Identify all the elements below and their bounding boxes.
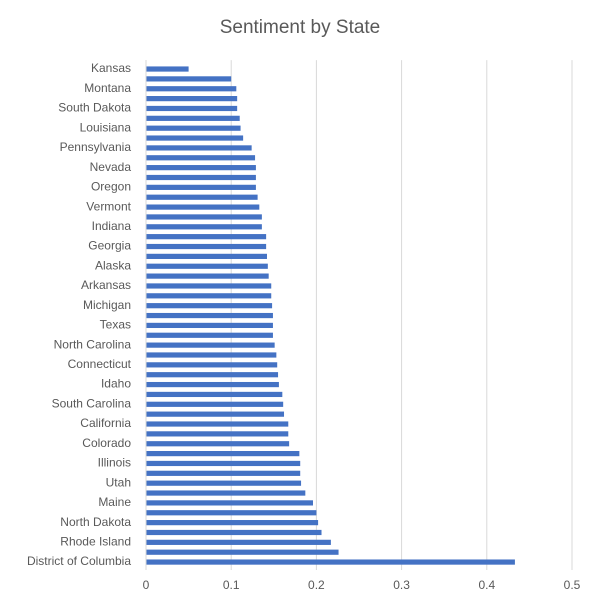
bar	[146, 214, 262, 220]
bar	[146, 460, 301, 467]
x-tick-label: 0.1	[223, 578, 240, 592]
y-tick-label: North Carolina	[54, 337, 132, 351]
y-tick-label: Nevada	[90, 160, 132, 174]
bar	[146, 263, 268, 269]
x-tick-label: 0.4	[478, 578, 495, 592]
bar	[146, 470, 301, 476]
bar	[146, 381, 279, 388]
bar	[146, 451, 300, 457]
bar	[146, 431, 289, 437]
y-tick-label: Pennsylvania	[60, 140, 132, 154]
bar	[146, 303, 273, 309]
bar	[146, 253, 267, 259]
chart-title: Sentiment by State	[220, 17, 381, 38]
bar	[146, 194, 258, 200]
y-tick-label: Montana	[84, 81, 131, 95]
y-tick-label: South Dakota	[58, 101, 131, 115]
bar	[146, 559, 515, 565]
y-tick-label: Colorado	[82, 436, 131, 450]
bar	[146, 510, 317, 516]
y-tick-label: District of Columbia	[27, 554, 131, 568]
bar	[146, 234, 267, 240]
y-tick-label: Oregon	[91, 180, 131, 194]
bar	[146, 145, 252, 151]
bar	[146, 105, 238, 112]
y-tick-label: Kansas	[91, 61, 131, 75]
y-tick-label: South Carolina	[52, 396, 132, 410]
bar	[146, 372, 279, 378]
y-tick-label: California	[80, 416, 131, 430]
bar	[146, 520, 319, 526]
bar	[146, 421, 289, 427]
bar	[146, 76, 232, 82]
bar	[146, 204, 260, 210]
bar	[146, 115, 240, 121]
y-tick-label: Utah	[106, 475, 131, 489]
bar	[146, 165, 256, 171]
bar	[146, 224, 262, 230]
bar	[146, 66, 189, 72]
bar	[146, 96, 238, 102]
bar	[146, 500, 313, 506]
y-tick-label: Rhode Island	[60, 535, 131, 549]
bar	[146, 86, 237, 92]
bar	[146, 273, 269, 279]
bar	[146, 174, 256, 181]
x-tick-label: 0	[143, 578, 150, 592]
bar	[146, 441, 290, 447]
bar	[146, 539, 331, 545]
y-tick-label: Texas	[100, 318, 131, 332]
bar	[146, 549, 339, 555]
bar	[146, 529, 322, 536]
bar	[146, 480, 302, 486]
bar	[146, 342, 275, 348]
bar	[146, 391, 283, 398]
y-tick-label: Arkansas	[81, 278, 131, 292]
bar	[146, 283, 272, 289]
bar	[146, 362, 278, 368]
y-tick-label: Idaho	[101, 377, 131, 391]
y-tick-label: Vermont	[86, 199, 131, 213]
bar	[146, 135, 244, 141]
y-tick-label: Michigan	[83, 298, 131, 312]
x-tick-label: 0.5	[564, 578, 581, 592]
bar	[146, 401, 284, 407]
bar	[146, 411, 285, 417]
y-tick-label: Indiana	[92, 219, 132, 233]
bar	[146, 352, 277, 358]
y-tick-label: Connecticut	[68, 357, 132, 371]
bar	[146, 312, 273, 319]
bar	[146, 243, 267, 250]
y-tick-label: Illinois	[98, 456, 131, 470]
bar	[146, 293, 272, 299]
bar	[146, 322, 273, 329]
bar	[146, 155, 256, 161]
x-tick-label: 0.2	[308, 578, 325, 592]
y-tick-label: Alaska	[95, 258, 131, 272]
bar	[146, 125, 241, 131]
y-tick-label: Georgia	[88, 239, 131, 253]
bar	[146, 184, 256, 190]
x-tick-label: 0.3	[393, 578, 410, 592]
y-tick-label: North Dakota	[60, 515, 131, 529]
y-tick-label: Louisiana	[80, 120, 132, 134]
bar	[146, 332, 273, 338]
bar	[146, 490, 306, 496]
y-tick-label: Maine	[98, 495, 131, 509]
